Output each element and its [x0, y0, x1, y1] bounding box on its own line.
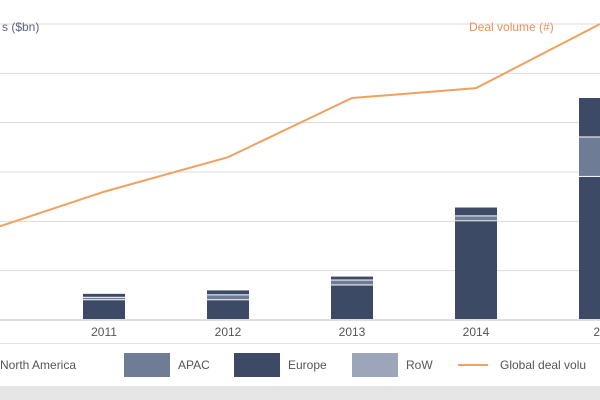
legend-label-north-america: North America — [0, 358, 77, 372]
x-tick-label: 2013 — [339, 325, 366, 339]
bar-2013-north-america — [331, 285, 373, 319]
x-tick-label: 2011 — [91, 325, 117, 339]
legend-swatch-apac — [124, 353, 170, 377]
legend-swatch-europe — [234, 353, 280, 377]
bar-2011-europe — [83, 293, 125, 297]
x-tick-label: 2014 — [463, 325, 490, 339]
legend-item-europe: Europe — [234, 344, 327, 386]
bar-20-north-america — [579, 176, 600, 319]
legend-item-north-america: North America — [0, 344, 76, 386]
bar-20-europe — [579, 98, 600, 137]
legend-label-row: RoW — [406, 358, 433, 372]
right-axis-label: Deal volume (#) — [469, 20, 554, 34]
bar-2011-north-america — [83, 300, 125, 319]
bar-2012-north-america — [207, 300, 249, 319]
bar-2011-apac — [83, 297, 125, 300]
legend-label-europe: Europe — [288, 358, 327, 372]
x-tick-label: 2012 — [215, 325, 242, 339]
legend-swatch-row — [352, 353, 398, 377]
bar-2012-apac — [207, 295, 249, 300]
x-tick-label: 20 — [593, 325, 600, 339]
legend-item-row: RoW — [352, 344, 433, 386]
legend-item-global-deal-volume: Global deal volu — [458, 344, 586, 386]
legend: North America APAC Europe RoW Global dea… — [0, 343, 600, 386]
legend-label-apac: APAC — [178, 358, 210, 372]
bar-20-apac — [579, 137, 600, 176]
legend-label-global-deal-volume: Global deal volu — [500, 358, 587, 372]
bar-2012-europe — [207, 290, 249, 295]
chart-panel: 2011 2012 2013 2014 20 s ($bn) Deal volume (… — [0, 0, 600, 343]
bar-2013-europe — [331, 276, 373, 280]
bar-2014-europe — [455, 207, 497, 216]
footer-strip — [0, 386, 600, 400]
bar-2013-apac — [331, 280, 373, 285]
legend-item-apac: APAC — [124, 344, 210, 386]
legend-swatch-line — [458, 364, 488, 366]
bar-2014-apac — [455, 216, 497, 221]
bar-2014-north-america — [455, 221, 497, 319]
deal-volume-line — [0, 23, 600, 228]
left-axis-label: s ($bn) — [2, 20, 39, 34]
chart-svg: 2011 2012 2013 2014 20 s ($bn) Deal volume (… — [0, 20, 600, 339]
